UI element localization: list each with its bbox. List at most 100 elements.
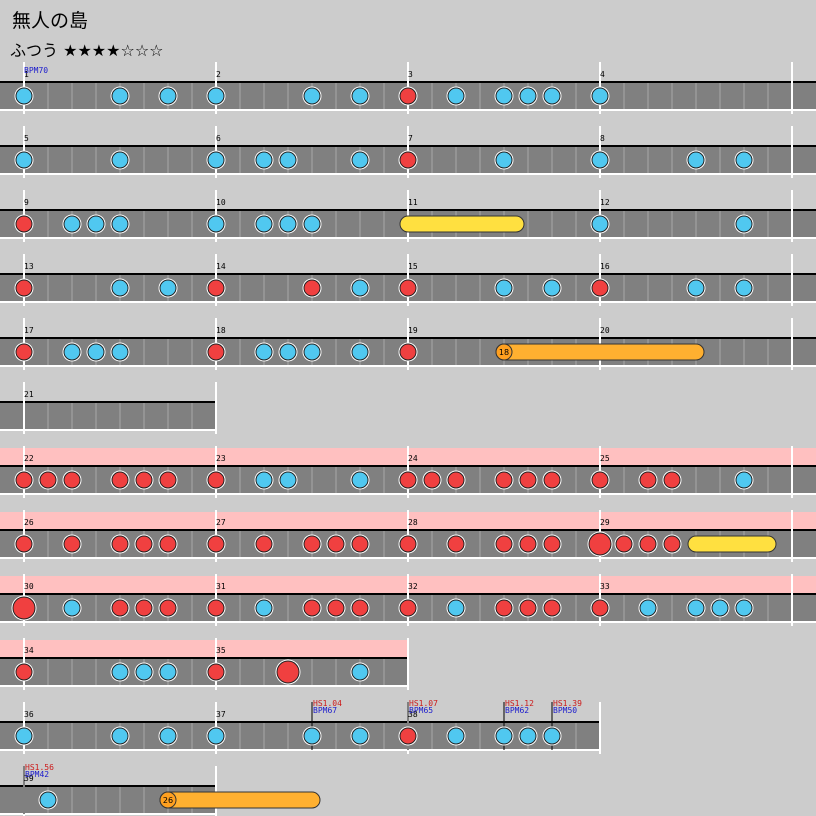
don-note xyxy=(351,535,369,553)
lane-border-bottom xyxy=(0,429,216,431)
ka-note xyxy=(207,727,225,745)
measure-number: 26 xyxy=(24,518,34,527)
chart-row xyxy=(0,702,601,754)
chart-row xyxy=(0,510,816,562)
ka-note xyxy=(279,215,297,233)
ka-note xyxy=(495,727,513,745)
don-note xyxy=(135,535,153,553)
measure-number: 36 xyxy=(24,710,34,719)
star-empty-icon: ☆ xyxy=(149,41,164,60)
measure-number: 8 xyxy=(600,134,605,143)
chart-row xyxy=(0,126,816,178)
measure-number: 25 xyxy=(600,454,610,463)
don-note xyxy=(615,535,633,553)
measure-number: 34 xyxy=(24,646,34,655)
ka-note xyxy=(351,663,369,681)
don-note xyxy=(159,599,177,617)
difficulty-label: ふつう xyxy=(10,41,59,60)
ka-note xyxy=(591,215,609,233)
measure-number: 6 xyxy=(216,134,221,143)
gogo-band xyxy=(0,640,408,658)
ka-note xyxy=(303,727,321,745)
chart-row xyxy=(0,446,816,498)
measure-number: 30 xyxy=(24,582,34,591)
ka-note xyxy=(15,727,33,745)
ka-note xyxy=(687,279,705,297)
ka-note xyxy=(351,727,369,745)
ka-note xyxy=(255,151,273,169)
don-note xyxy=(663,471,681,489)
chart-row xyxy=(0,254,816,306)
don-note xyxy=(399,535,417,553)
measure-number: 2 xyxy=(216,70,221,79)
measure-number: 15 xyxy=(408,262,418,271)
measure-number: 23 xyxy=(216,454,226,463)
scroll-speed-label: HS1.04 xyxy=(313,699,342,708)
big-don-note xyxy=(12,596,36,620)
chart-row xyxy=(0,190,816,242)
ka-note xyxy=(687,599,705,617)
ka-note xyxy=(351,151,369,169)
ka-note xyxy=(15,151,33,169)
don-note xyxy=(63,471,81,489)
don-note xyxy=(63,535,81,553)
don-note xyxy=(303,279,321,297)
ka-note xyxy=(39,791,57,809)
star-empty-icon: ☆ xyxy=(120,41,135,60)
bpm-label: BPM42 xyxy=(25,770,49,779)
ka-note xyxy=(111,343,129,361)
don-note xyxy=(111,535,129,553)
don-note xyxy=(159,471,177,489)
don-note xyxy=(15,279,33,297)
measure-number: 13 xyxy=(24,262,34,271)
don-note xyxy=(399,727,417,745)
chart-row: 18 xyxy=(0,318,816,370)
don-note xyxy=(15,215,33,233)
don-note xyxy=(639,535,657,553)
ka-note xyxy=(87,215,105,233)
ka-note xyxy=(111,663,129,681)
don-note xyxy=(399,599,417,617)
ka-note xyxy=(495,87,513,105)
ka-note xyxy=(447,727,465,745)
don-note xyxy=(207,599,225,617)
measure-number: 33 xyxy=(600,582,610,591)
ka-note xyxy=(111,151,129,169)
measure-number: 1 xyxy=(24,70,29,79)
don-note xyxy=(255,535,273,553)
balloon-count: 18 xyxy=(499,348,509,357)
don-note xyxy=(135,599,153,617)
don-note xyxy=(15,343,33,361)
don-note xyxy=(39,471,57,489)
ka-note xyxy=(591,87,609,105)
lane-border-bottom xyxy=(0,813,216,815)
star-empty-icon: ☆ xyxy=(134,41,150,60)
measure-number: 4 xyxy=(600,70,605,79)
don-note xyxy=(303,535,321,553)
ka-note xyxy=(63,215,81,233)
measure-number: 20 xyxy=(600,326,610,335)
balloon-count: 26 xyxy=(163,796,173,805)
don-note xyxy=(591,599,609,617)
ka-note xyxy=(159,663,177,681)
ka-note xyxy=(351,471,369,489)
scroll-speed-label: HS1.12 xyxy=(505,699,534,708)
balloon-head xyxy=(159,791,177,809)
bpm-label: BPM67 xyxy=(313,706,337,715)
scroll-speed-label: HS1.56 xyxy=(25,763,54,772)
measure-number: 27 xyxy=(216,518,226,527)
measure-number: 31 xyxy=(216,582,226,591)
don-note xyxy=(207,471,225,489)
ka-note xyxy=(255,471,273,489)
difficulty-stars: ★★★★☆☆☆ xyxy=(63,41,163,60)
don-note xyxy=(519,535,537,553)
lane-border-top xyxy=(0,401,216,403)
measure-number: 21 xyxy=(24,390,34,399)
bpm-label: BPM62 xyxy=(505,706,529,715)
lane-border-top xyxy=(0,657,408,659)
ka-note xyxy=(207,215,225,233)
ka-note xyxy=(279,471,297,489)
don-note xyxy=(447,471,465,489)
ka-note xyxy=(303,87,321,105)
